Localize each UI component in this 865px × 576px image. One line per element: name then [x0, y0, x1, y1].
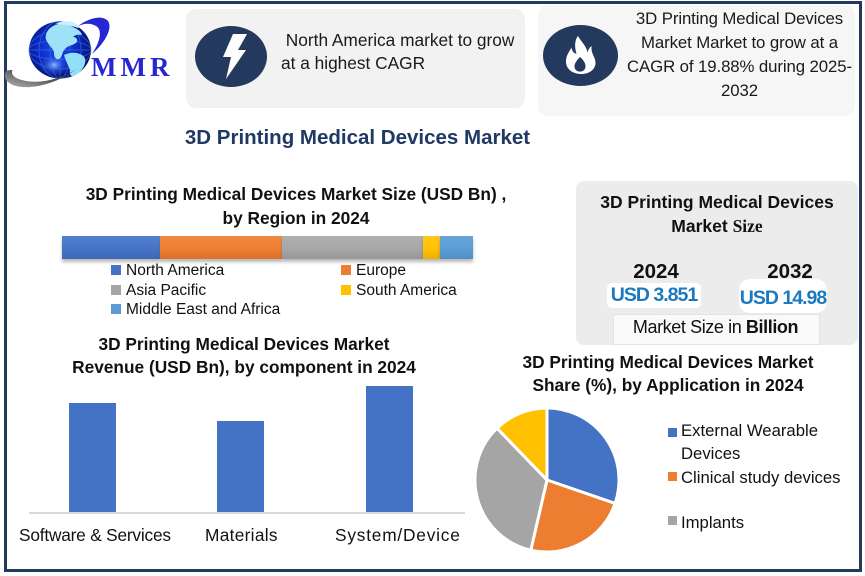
svg-text:MMR: MMR — [91, 52, 173, 82]
